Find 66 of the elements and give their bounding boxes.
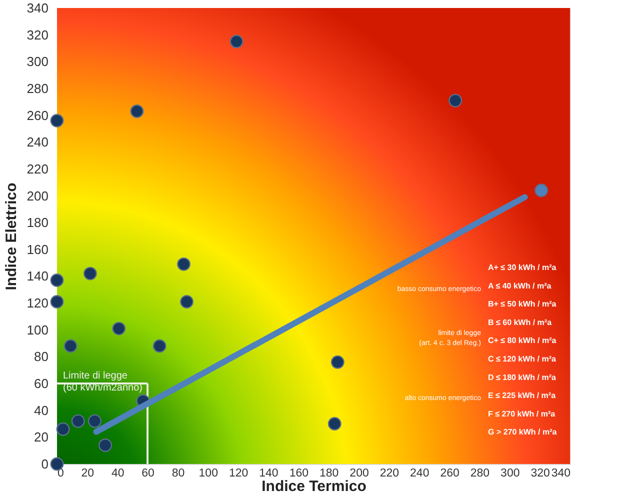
- point: [534, 184, 548, 198]
- ref-line-label: Limite di legge (60 kWh/m2anno): [63, 370, 142, 394]
- x-tick-label: 280: [470, 468, 490, 480]
- annotation: A+ ≤ 30 kWh / m²a: [488, 263, 557, 272]
- x-tick-label: 140: [259, 468, 278, 480]
- y-tick-label: 100: [26, 322, 48, 338]
- x-tick-label: 20: [81, 468, 94, 480]
- y-tick-label: 60: [34, 376, 48, 392]
- point: [83, 266, 97, 280]
- point: [50, 295, 64, 308]
- x-tick-label: 320: [530, 468, 550, 480]
- y-tick-label: 300: [26, 54, 48, 70]
- annotation: F ≤ 270 kWh / m²a: [488, 409, 556, 418]
- annotation: D ≤ 180 kWh / m²a: [488, 372, 557, 382]
- annotation: B+ ≤ 50 kWh / m²a: [488, 300, 557, 309]
- annotation: C+ ≤ 80 kWh / m²a: [488, 336, 557, 346]
- x-tick-label: 240: [410, 468, 430, 480]
- y-tick-label: 280: [26, 80, 48, 96]
- y-tick-label: 320: [26, 27, 48, 42]
- y-tick-label: 20: [34, 430, 48, 445]
- y-tick-label: 80: [34, 349, 48, 364]
- point: [180, 295, 194, 308]
- annotation: B ≤ 60 kWh / m²a: [488, 318, 552, 327]
- y-tick-label: 240: [26, 134, 48, 150]
- point: [64, 339, 78, 353]
- x-tick-label: 40: [111, 468, 124, 480]
- y-axis-title: Indice Elettrico: [2, 182, 20, 290]
- point: [98, 438, 112, 452]
- y-tick-label: 220: [26, 161, 48, 176]
- point: [50, 114, 64, 128]
- point: [88, 414, 102, 428]
- x-tick-label: 120: [228, 468, 248, 480]
- point: [177, 257, 190, 271]
- point: [152, 339, 166, 353]
- x-tick-label: 200: [350, 468, 369, 480]
- y-tick-label: 120: [26, 296, 48, 311]
- point: [112, 322, 126, 336]
- y-tick-label: 260: [26, 108, 48, 123]
- x-axis-title: Indice Termico: [262, 478, 366, 495]
- x-tick-label: 220: [380, 468, 400, 480]
- x-tick-label: 100: [198, 468, 218, 480]
- point: [330, 355, 344, 369]
- point: [328, 417, 342, 430]
- y-tick-label: 160: [26, 242, 48, 257]
- x-tick-label: 80: [172, 468, 185, 480]
- x-tick-label: 340: [551, 468, 570, 480]
- point: [56, 422, 70, 436]
- point: [230, 34, 244, 48]
- y-tick-label: 340: [26, 0, 48, 16]
- y-tick-label: 180: [26, 215, 48, 230]
- point: [448, 94, 462, 108]
- y-tick-label: 200: [26, 188, 48, 204]
- y-tick-label: 140: [26, 268, 48, 284]
- x-tick-label: 260: [440, 468, 460, 480]
- point: [50, 274, 64, 287]
- point: [130, 104, 144, 118]
- annotation: C ≤ 120 kWh / m²a: [488, 354, 557, 364]
- x-tick-label: 300: [500, 468, 520, 480]
- x-tick-label: 60: [142, 468, 154, 480]
- y-tick-label: 40: [34, 402, 48, 418]
- annotation: G > 270 kWh / m²a: [488, 428, 558, 437]
- annotation: A ≤ 40 kWh / m²a: [488, 281, 552, 290]
- annotation: E ≤ 225 kWh / m²a: [488, 391, 556, 400]
- x-tick-label: 180: [319, 468, 339, 480]
- point: [71, 414, 85, 428]
- x-tick-label: 160: [289, 468, 309, 480]
